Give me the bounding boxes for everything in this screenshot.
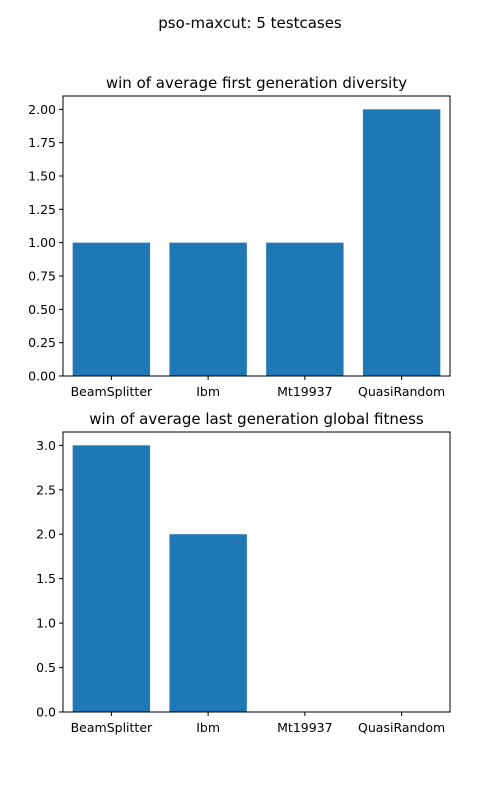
bar-ibm [169, 242, 247, 376]
bar-quasirandom [362, 109, 441, 376]
y-tick-label: 0.5 [36, 660, 56, 675]
y-tick-label: 1.0 [36, 616, 56, 631]
x-tick-label: Mt19937 [277, 384, 332, 399]
y-tick-label: 0.0 [36, 705, 56, 720]
x-tick-label: Ibm [196, 720, 220, 735]
x-tick-label: Mt19937 [277, 720, 332, 735]
y-tick-label: 2.0 [36, 527, 56, 542]
y-tick-label: 1.5 [36, 571, 56, 586]
y-tick-label: 0.50 [28, 302, 56, 317]
y-tick-label: 1.50 [28, 169, 56, 184]
y-tick-label: 3.0 [36, 438, 56, 453]
x-tick-label: QuasiRandom [358, 720, 445, 735]
bar-mt19937 [266, 242, 344, 376]
x-tick-label: QuasiRandom [358, 384, 445, 399]
bar-beamsplitter [72, 445, 151, 712]
bar-beamsplitter [72, 242, 151, 376]
y-tick-label: 1.75 [28, 135, 56, 150]
chart-title: win of average last generation global fi… [89, 410, 424, 428]
chart-last-generation-global-fitness: win of average last generation global fi… [36, 410, 451, 735]
y-tick-label: 0.75 [28, 269, 56, 284]
y-tick-label: 2.00 [28, 102, 56, 117]
y-tick-label: 1.00 [28, 235, 56, 250]
axes-frame [62, 95, 451, 377]
x-tick-label: BeamSplitter [71, 720, 153, 735]
bar-ibm [169, 534, 247, 712]
y-tick-label: 2.5 [36, 482, 56, 497]
figure-suptitle: pso-maxcut: 5 testcases [158, 14, 342, 32]
x-tick-label: BeamSplitter [71, 384, 153, 399]
x-tick-label: Ibm [196, 384, 220, 399]
y-tick-label: 0.00 [28, 369, 56, 384]
y-tick-label: 0.25 [28, 335, 56, 350]
chart-first-generation-diversity: win of average first generation diversit… [28, 74, 451, 399]
y-tick-label: 1.25 [28, 202, 56, 217]
axes-frame [62, 431, 451, 713]
chart-title: win of average first generation diversit… [106, 74, 407, 92]
